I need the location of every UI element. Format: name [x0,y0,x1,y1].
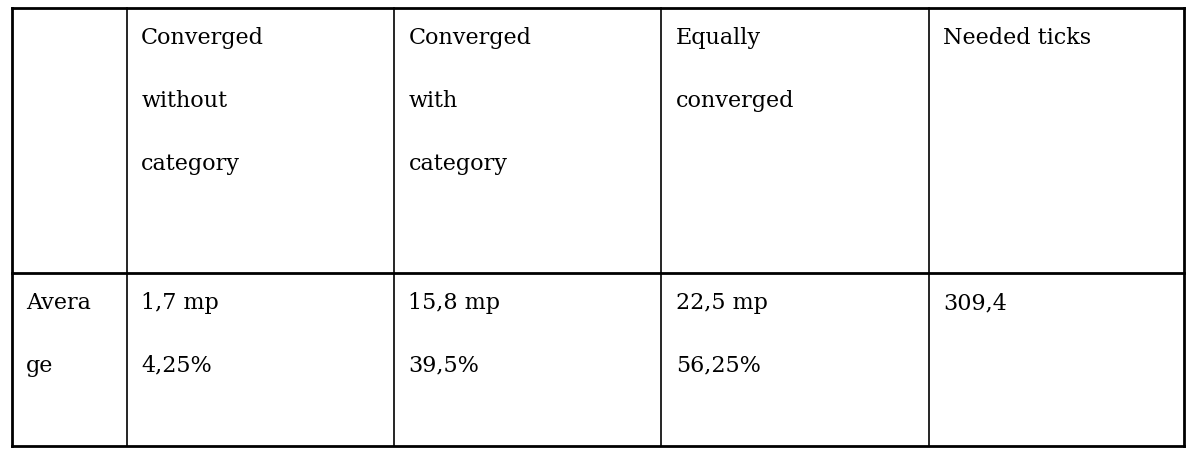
Text: 1,7 mp

4,25%: 1,7 mp 4,25% [141,292,219,376]
Text: Needed ticks: Needed ticks [942,27,1091,49]
Text: Avera

ge: Avera ge [26,292,91,376]
Text: Equally

converged: Equally converged [676,27,794,112]
Text: 15,8 mp

39,5%: 15,8 mp 39,5% [408,292,500,376]
Text: 22,5 mp

56,25%: 22,5 mp 56,25% [676,292,768,376]
Text: Converged

with

category: Converged with category [408,27,531,174]
Text: 309,4: 309,4 [942,292,1007,313]
Text: Converged

without

category: Converged without category [141,27,264,174]
